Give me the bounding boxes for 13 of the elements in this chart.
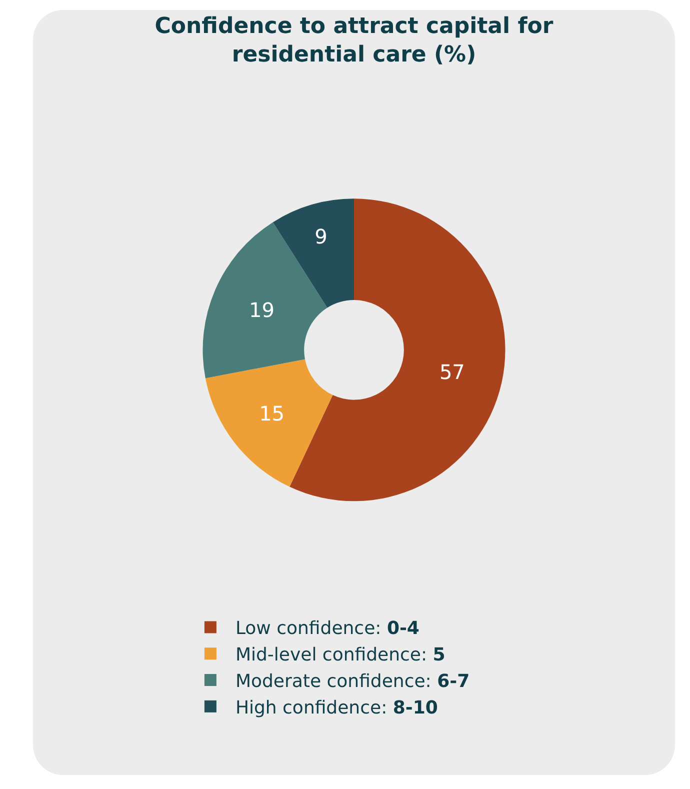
data-label: 19	[248, 298, 274, 322]
chart-title: Confidence to attract capital for residential care (%)	[154, 14, 554, 68]
donut-slice	[290, 198, 506, 501]
legend-label: Moderate confidence: 6-7	[235, 671, 470, 692]
legend-label: Low confidence: 0-4	[235, 618, 420, 640]
data-label: 9	[314, 224, 328, 248]
data-label: 15	[259, 402, 285, 426]
legend-label: Mid-level confidence: 5	[235, 644, 446, 666]
donut-slice	[272, 198, 354, 308]
donut-slice	[202, 222, 328, 378]
legend-label: High confidence: 8-10	[235, 697, 438, 718]
donut-slice	[205, 359, 333, 487]
data-label: 57	[439, 360, 465, 384]
